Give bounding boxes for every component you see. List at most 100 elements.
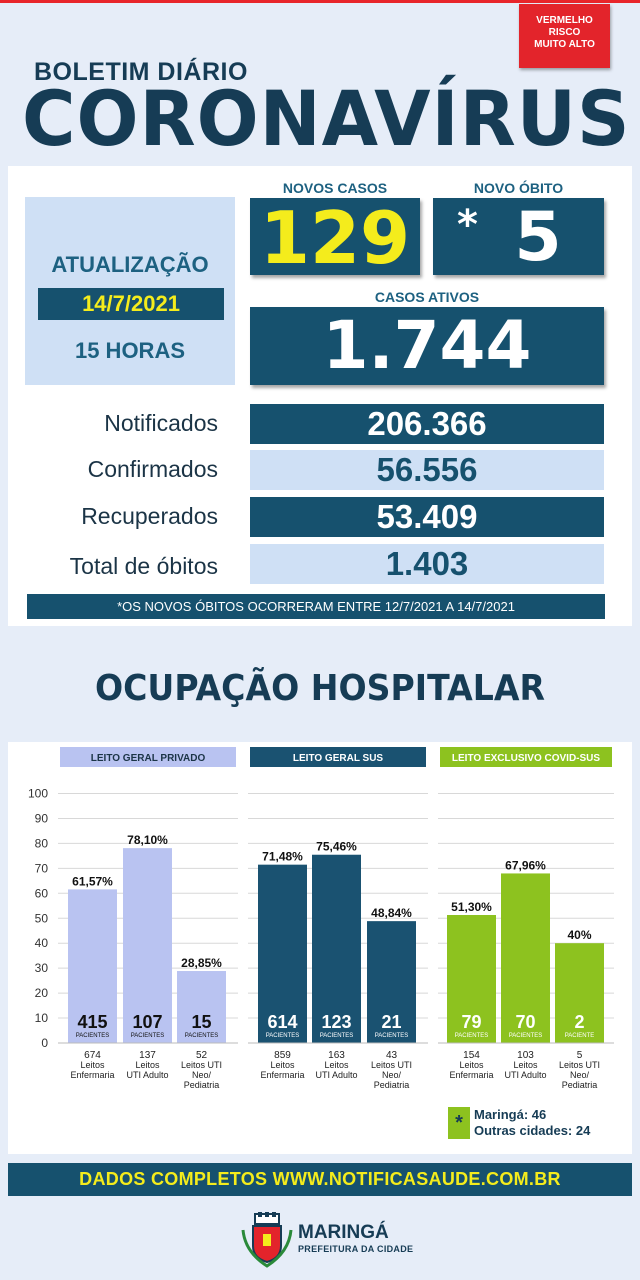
stat-label-confirmed: Confirmados <box>87 456 218 482</box>
group-header-label: LEITO GERAL PRIVADO <box>91 753 206 764</box>
stat-value-recovered: 53.409 <box>250 497 604 537</box>
bar-patients-label: PACIENTES <box>131 1033 165 1039</box>
y-tick-label: 100 <box>28 787 48 801</box>
bar-bed-type-label: Leitos <box>270 1060 295 1070</box>
bar <box>312 854 361 1043</box>
update-hour: 15 HORAS <box>74 338 186 363</box>
bar-pct-label: 51,30% <box>451 900 492 914</box>
bar-beds-count: 43 <box>386 1050 398 1061</box>
bar-bed-type-label: Neo/ <box>570 1070 590 1080</box>
bar-bed-type-label: UTI Adulto <box>126 1070 168 1080</box>
hospital-occupancy-chart: 0 10 20 30 40 50 60 70 80 90 100 LEITO GERAL PRIVAD… <box>28 747 614 1090</box>
new-death-asterisk: * <box>457 202 478 248</box>
city-coat-of-arms-icon <box>241 1212 293 1268</box>
bulletin-subtitle: BOLETIM DIÁRIO <box>34 58 248 86</box>
group-header-bg <box>440 747 612 767</box>
city-logo-subtitle: PREFEITURA DA CIDADE <box>298 1244 414 1254</box>
bar-pct-label: 61,57% <box>72 874 113 888</box>
legend-line-maringa: Maringá: 46 <box>474 1107 547 1122</box>
bar-patients-value: 2 <box>574 1012 584 1032</box>
bar-bed-type-label: UTI Adulto <box>315 1070 357 1080</box>
bar-beds-count: 163 <box>328 1050 345 1061</box>
bar-pct-label: 71,48% <box>262 850 303 864</box>
bar-patients-value: 21 <box>381 1012 401 1032</box>
bar <box>501 873 550 1043</box>
bar-bed-type-label: Neo/ <box>192 1070 212 1080</box>
bar-bed-type-label: Pediatria <box>374 1080 410 1090</box>
bar-patients-value: 15 <box>191 1012 211 1032</box>
bar-beds-count: 52 <box>196 1050 208 1061</box>
bar <box>177 971 226 1043</box>
risk-badge-line-3: MUITO ALTO <box>534 39 595 50</box>
bar-patients-label: PACIENTES <box>76 1033 110 1039</box>
bar-patients-label: PACIENTE <box>565 1033 595 1039</box>
group-header-bg <box>60 747 236 767</box>
bar-patients-label: PACIENTES <box>455 1033 489 1039</box>
bar-patients-value: 123 <box>321 1012 351 1032</box>
bar-bed-type-label: Leitos <box>459 1060 484 1070</box>
bar-bed-type-label: Leitos UTI <box>181 1060 222 1070</box>
stat-value-confirmed: 56.556 <box>250 450 604 490</box>
bar-pct-label: 28,85% <box>181 956 222 970</box>
deaths-note: *OS NOVOS ÓBITOS OCORRERAM ENTRE 12/7/20… <box>27 594 605 619</box>
bar-patients-label: PACIENTES <box>375 1033 409 1039</box>
bar-patients-label: PACIENTES <box>320 1033 354 1039</box>
bar-patients-value: 614 <box>267 1012 297 1032</box>
stat-value-deaths: 1.403 <box>250 544 604 584</box>
y-tick-label: 0 <box>41 1036 48 1050</box>
y-tick-label: 60 <box>35 886 49 900</box>
bar-bed-type-label: Leitos <box>135 1060 160 1070</box>
bar-bed-type-label: Enfermaria <box>260 1070 304 1080</box>
bar-bed-type-label: UTI Adulto <box>504 1070 546 1080</box>
top-red-line <box>0 0 640 3</box>
legend-asterisk-icon: * <box>448 1107 470 1139</box>
new-death-label: NOVO ÓBITO <box>473 180 564 196</box>
bar-bed-type-label: Leitos UTI <box>559 1060 600 1070</box>
bar <box>123 848 172 1043</box>
risk-level-badge: VERMELHO RISCO MUITO ALTO <box>519 4 610 68</box>
bar-patients-label: PACIENTES <box>509 1033 543 1039</box>
new-cases-label: NOVOS CASOS <box>282 180 388 196</box>
bar <box>555 943 604 1043</box>
active-cases-label: CASOS ATIVOS <box>374 289 480 305</box>
bar-beds-count: 154 <box>463 1050 480 1061</box>
risk-badge-line-2: RISCO <box>548 27 581 38</box>
new-cases-box: 129 <box>250 196 420 280</box>
hospital-section-title: OCUPAÇÃO HOSPITALAR <box>94 668 546 709</box>
bar-bed-type-label: Leitos <box>324 1060 349 1070</box>
bar-bed-type-label: Leitos <box>80 1060 105 1070</box>
stat-value-notified: 206.366 <box>250 404 604 444</box>
new-death-box: * 5 <box>433 198 604 277</box>
bar-pct-label: 78,10% <box>127 833 168 847</box>
bar-bed-type-label: Pediatria <box>184 1080 220 1090</box>
city-logo-name: MARINGÁ <box>298 1222 389 1243</box>
bar-bed-type-label: Leitos <box>513 1060 538 1070</box>
y-tick-label: 90 <box>35 811 49 825</box>
full-data-link[interactable]: DADOS COMPLETOS WWW.NOTIFICASAUDE.COM.BR <box>8 1163 632 1196</box>
page-title: CORONAVÍRUS <box>22 74 631 163</box>
group-header-bg <box>250 747 426 767</box>
bar-pct-label: 40% <box>567 928 591 942</box>
bar-patients-label: PACIENTES <box>185 1033 219 1039</box>
bar-bed-type-label: Enfermaria <box>70 1070 114 1080</box>
bar-patients-value: 79 <box>461 1012 481 1032</box>
bar-bed-type-label: Enfermaria <box>449 1070 493 1080</box>
y-tick-label: 70 <box>35 861 49 875</box>
bar <box>447 915 496 1043</box>
y-tick-label: 80 <box>35 836 49 850</box>
bar-patients-value: 70 <box>515 1012 535 1032</box>
stat-label-recovered: Recuperados <box>81 503 218 529</box>
bar-patients-value: 107 <box>132 1012 162 1032</box>
bar-bed-type-label: Neo/ <box>382 1070 402 1080</box>
bar-patients-value: 415 <box>77 1012 107 1032</box>
bar-beds-count: 137 <box>139 1050 156 1061</box>
bar-beds-count: 5 <box>577 1050 583 1061</box>
bar-pct-label: 75,46% <box>316 840 357 854</box>
bar-bed-type-label: Leitos UTI <box>371 1060 412 1070</box>
new-cases-value: 129 <box>259 196 411 280</box>
group-header-label: LEITO GERAL SUS <box>293 753 384 764</box>
bar-bed-type-label: Pediatria <box>562 1080 598 1090</box>
legend-text: Maringá: 46 Outras cidades: 24 <box>474 1107 590 1139</box>
active-cases-value: 1.744 <box>322 307 532 384</box>
bar <box>367 921 416 1043</box>
